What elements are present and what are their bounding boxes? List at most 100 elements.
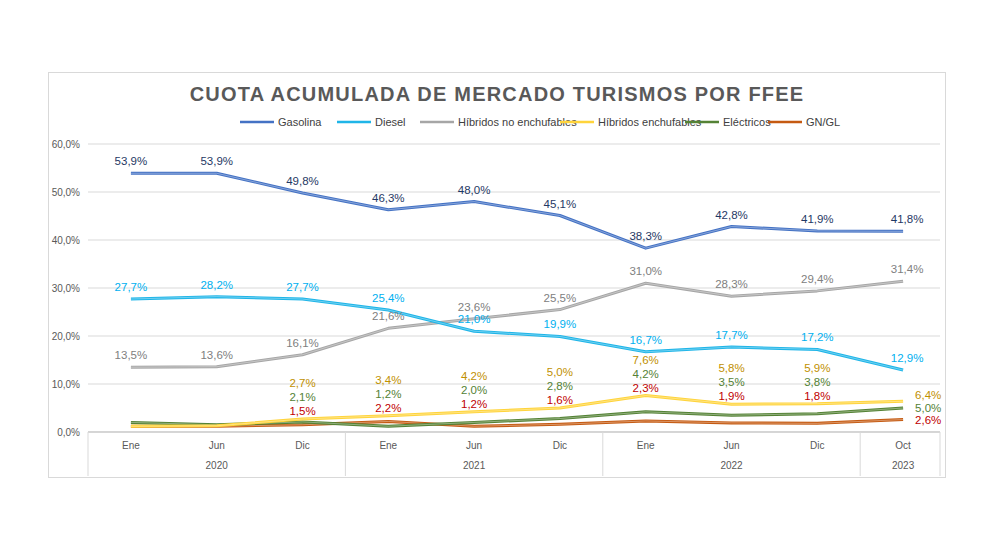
x-tick-label: Oct [895,440,911,451]
series-line-highlight [131,173,903,248]
data-label: 53,9% [115,155,148,167]
data-label: 2,0% [461,384,487,396]
data-label: 28,2% [200,279,233,291]
data-label: 2,7% [289,377,315,389]
grid-line [88,240,940,241]
data-label: 46,3% [372,192,405,204]
legend-swatch [560,121,594,124]
data-label: 1,8% [804,390,830,402]
data-label: 3,8% [804,376,830,388]
data-label: 29,4% [801,273,834,285]
chart: CUOTA ACUMULADA DE MERCADO TURISMOS POR … [0,0,994,552]
data-label: 28,3% [715,278,748,290]
data-label: 2,8% [547,380,573,392]
data-label: 5,8% [718,362,744,374]
y-tick-label: 40,0% [52,235,80,246]
data-label: 27,7% [115,281,148,293]
data-label: 21,6% [372,310,405,322]
data-label: 25,4% [372,292,405,304]
y-tick-label: 60,0% [52,139,80,150]
data-label: 13,5% [115,349,148,361]
data-label: 53,9% [200,155,233,167]
grid-line [88,432,940,433]
data-label: 1,2% [375,388,401,400]
series-line-highlight [131,281,903,367]
legend: GasolinaDieselHíbridos no enchufablesHíb… [240,116,840,128]
data-label: 13,6% [200,349,233,361]
x-tick-label: Jun [209,440,225,451]
data-label: 48,0% [458,184,491,196]
data-label: 1,2% [461,398,487,410]
legend-swatch [420,121,454,124]
x-axis: EneJunDicEneJunDicEneJunDicOct2020202120… [88,432,940,476]
legend-label: Gasolina [278,116,322,128]
legend-swatch [768,121,802,124]
data-label: 25,5% [544,292,577,304]
data-label: 12,9% [891,352,924,364]
series-line [131,297,903,370]
y-tick-label: 10,0% [52,379,80,390]
data-label: 7,6% [633,354,659,366]
data-label: 1,9% [718,390,744,402]
x-tick-label: Ene [379,440,397,451]
x-group-label: 2021 [463,460,486,471]
x-tick-label: Ene [122,440,140,451]
legend-label: GN/GL [806,116,840,128]
data-label: 17,7% [715,329,748,341]
series-line [131,396,903,427]
data-label: 27,7% [286,281,319,293]
data-label: 3,4% [375,374,401,386]
legend-label: Eléctricos [723,116,771,128]
data-label: 42,8% [715,209,748,221]
x-group-label: 2020 [206,460,229,471]
y-tick-label: 0,0% [57,427,80,438]
x-group-separator [940,432,941,476]
data-label: 2,2% [375,402,401,414]
data-label: 31,0% [629,265,662,277]
data-label: 31,4% [891,263,924,275]
series-line [131,281,903,367]
y-tick-label: 30,0% [52,283,80,294]
series-line-highlight [131,396,903,427]
data-label: 2,6% [915,414,941,426]
data-label: 4,2% [461,370,487,382]
x-tick-label: Jun [466,440,482,451]
data-label: 16,7% [629,334,662,346]
data-label: 16,1% [286,337,319,349]
background [0,0,994,552]
data-label: 38,3% [629,230,662,242]
data-label: 4,2% [633,368,659,380]
data-label: 5,9% [804,362,830,374]
series-line [131,173,903,248]
x-tick-label: Dic [810,440,824,451]
x-tick-label: Ene [637,440,655,451]
x-group-separator [345,432,346,476]
data-label: 41,9% [801,213,834,225]
y-tick-label: 20,0% [52,331,80,342]
legend-label: Diesel [375,116,406,128]
x-group-separator [602,432,603,476]
data-label: 6,4% [915,389,941,401]
legend-swatch [240,121,274,124]
legend-label: Híbridos no enchufables [458,116,577,128]
grid: 0,0% 10,0% 20,0% 30,0% 40,0% 50,0% 60,0% [52,139,940,438]
data-label: 5,0% [915,402,941,414]
y-tick-label: 50,0% [52,187,80,198]
data-labels: 53,9%53,9%49,8%46,3%48,0%45,1%38,3%42,8%… [115,155,942,426]
data-label: 1,6% [547,394,573,406]
data-label: 19,9% [544,318,577,330]
legend-swatch [685,121,719,124]
data-label: 45,1% [544,198,577,210]
x-tick-label: Dic [295,440,309,451]
data-label: 2,3% [633,382,659,394]
data-label: 17,2% [801,331,834,343]
data-label: 3,5% [718,376,744,388]
series-line-highlight [131,297,903,370]
grid-line [88,192,940,193]
series-lines [131,173,903,426]
grid-line [88,144,940,145]
data-label: 2,1% [289,391,315,403]
x-axis-line [88,432,940,433]
x-group-separator [860,432,861,476]
data-label: 5,0% [547,366,573,378]
